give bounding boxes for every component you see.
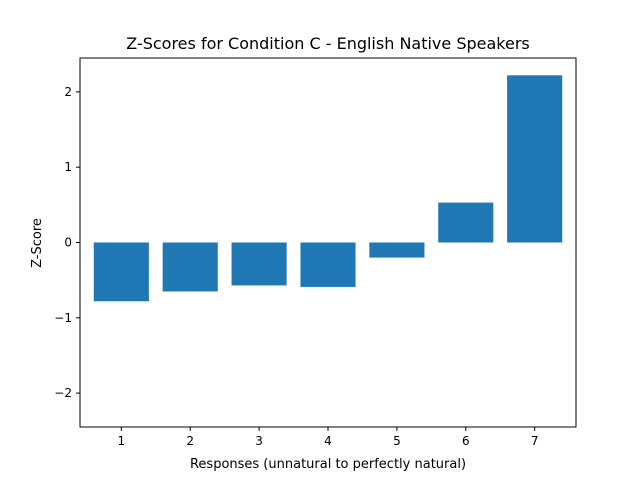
bar-1 — [93, 242, 149, 302]
bar-7 — [507, 75, 563, 243]
x-tick-label: 3 — [255, 434, 263, 448]
x-tick-label: 4 — [324, 434, 332, 448]
x-axis: 1 2 3 4 5 6 7 — [118, 427, 539, 448]
y-tick-label: 2 — [64, 85, 72, 99]
y-axis: −2 −1 0 1 2 — [54, 85, 80, 400]
x-tick-label: 6 — [462, 434, 470, 448]
x-tick-label: 7 — [531, 434, 539, 448]
x-tick-label: 1 — [118, 434, 126, 448]
bar-2 — [162, 242, 218, 292]
bar-3 — [231, 242, 287, 286]
bar-6 — [438, 202, 494, 243]
x-axis-label: Responses (unnatural to perfectly natura… — [190, 457, 466, 472]
x-tick-label: 5 — [393, 434, 401, 448]
chart-title: Z-Scores for Condition C - English Nativ… — [126, 34, 530, 53]
y-tick-label: −1 — [54, 311, 72, 325]
y-tick-label: −2 — [54, 386, 72, 400]
x-tick-label: 2 — [186, 434, 194, 448]
bars-group — [93, 75, 563, 302]
plot-frame — [79, 57, 577, 428]
y-tick-label: 0 — [64, 236, 72, 250]
bar-5 — [369, 242, 425, 258]
bar-4 — [300, 242, 356, 287]
y-tick-label: 1 — [64, 160, 72, 174]
y-axis-label: Z-Score — [30, 218, 45, 268]
